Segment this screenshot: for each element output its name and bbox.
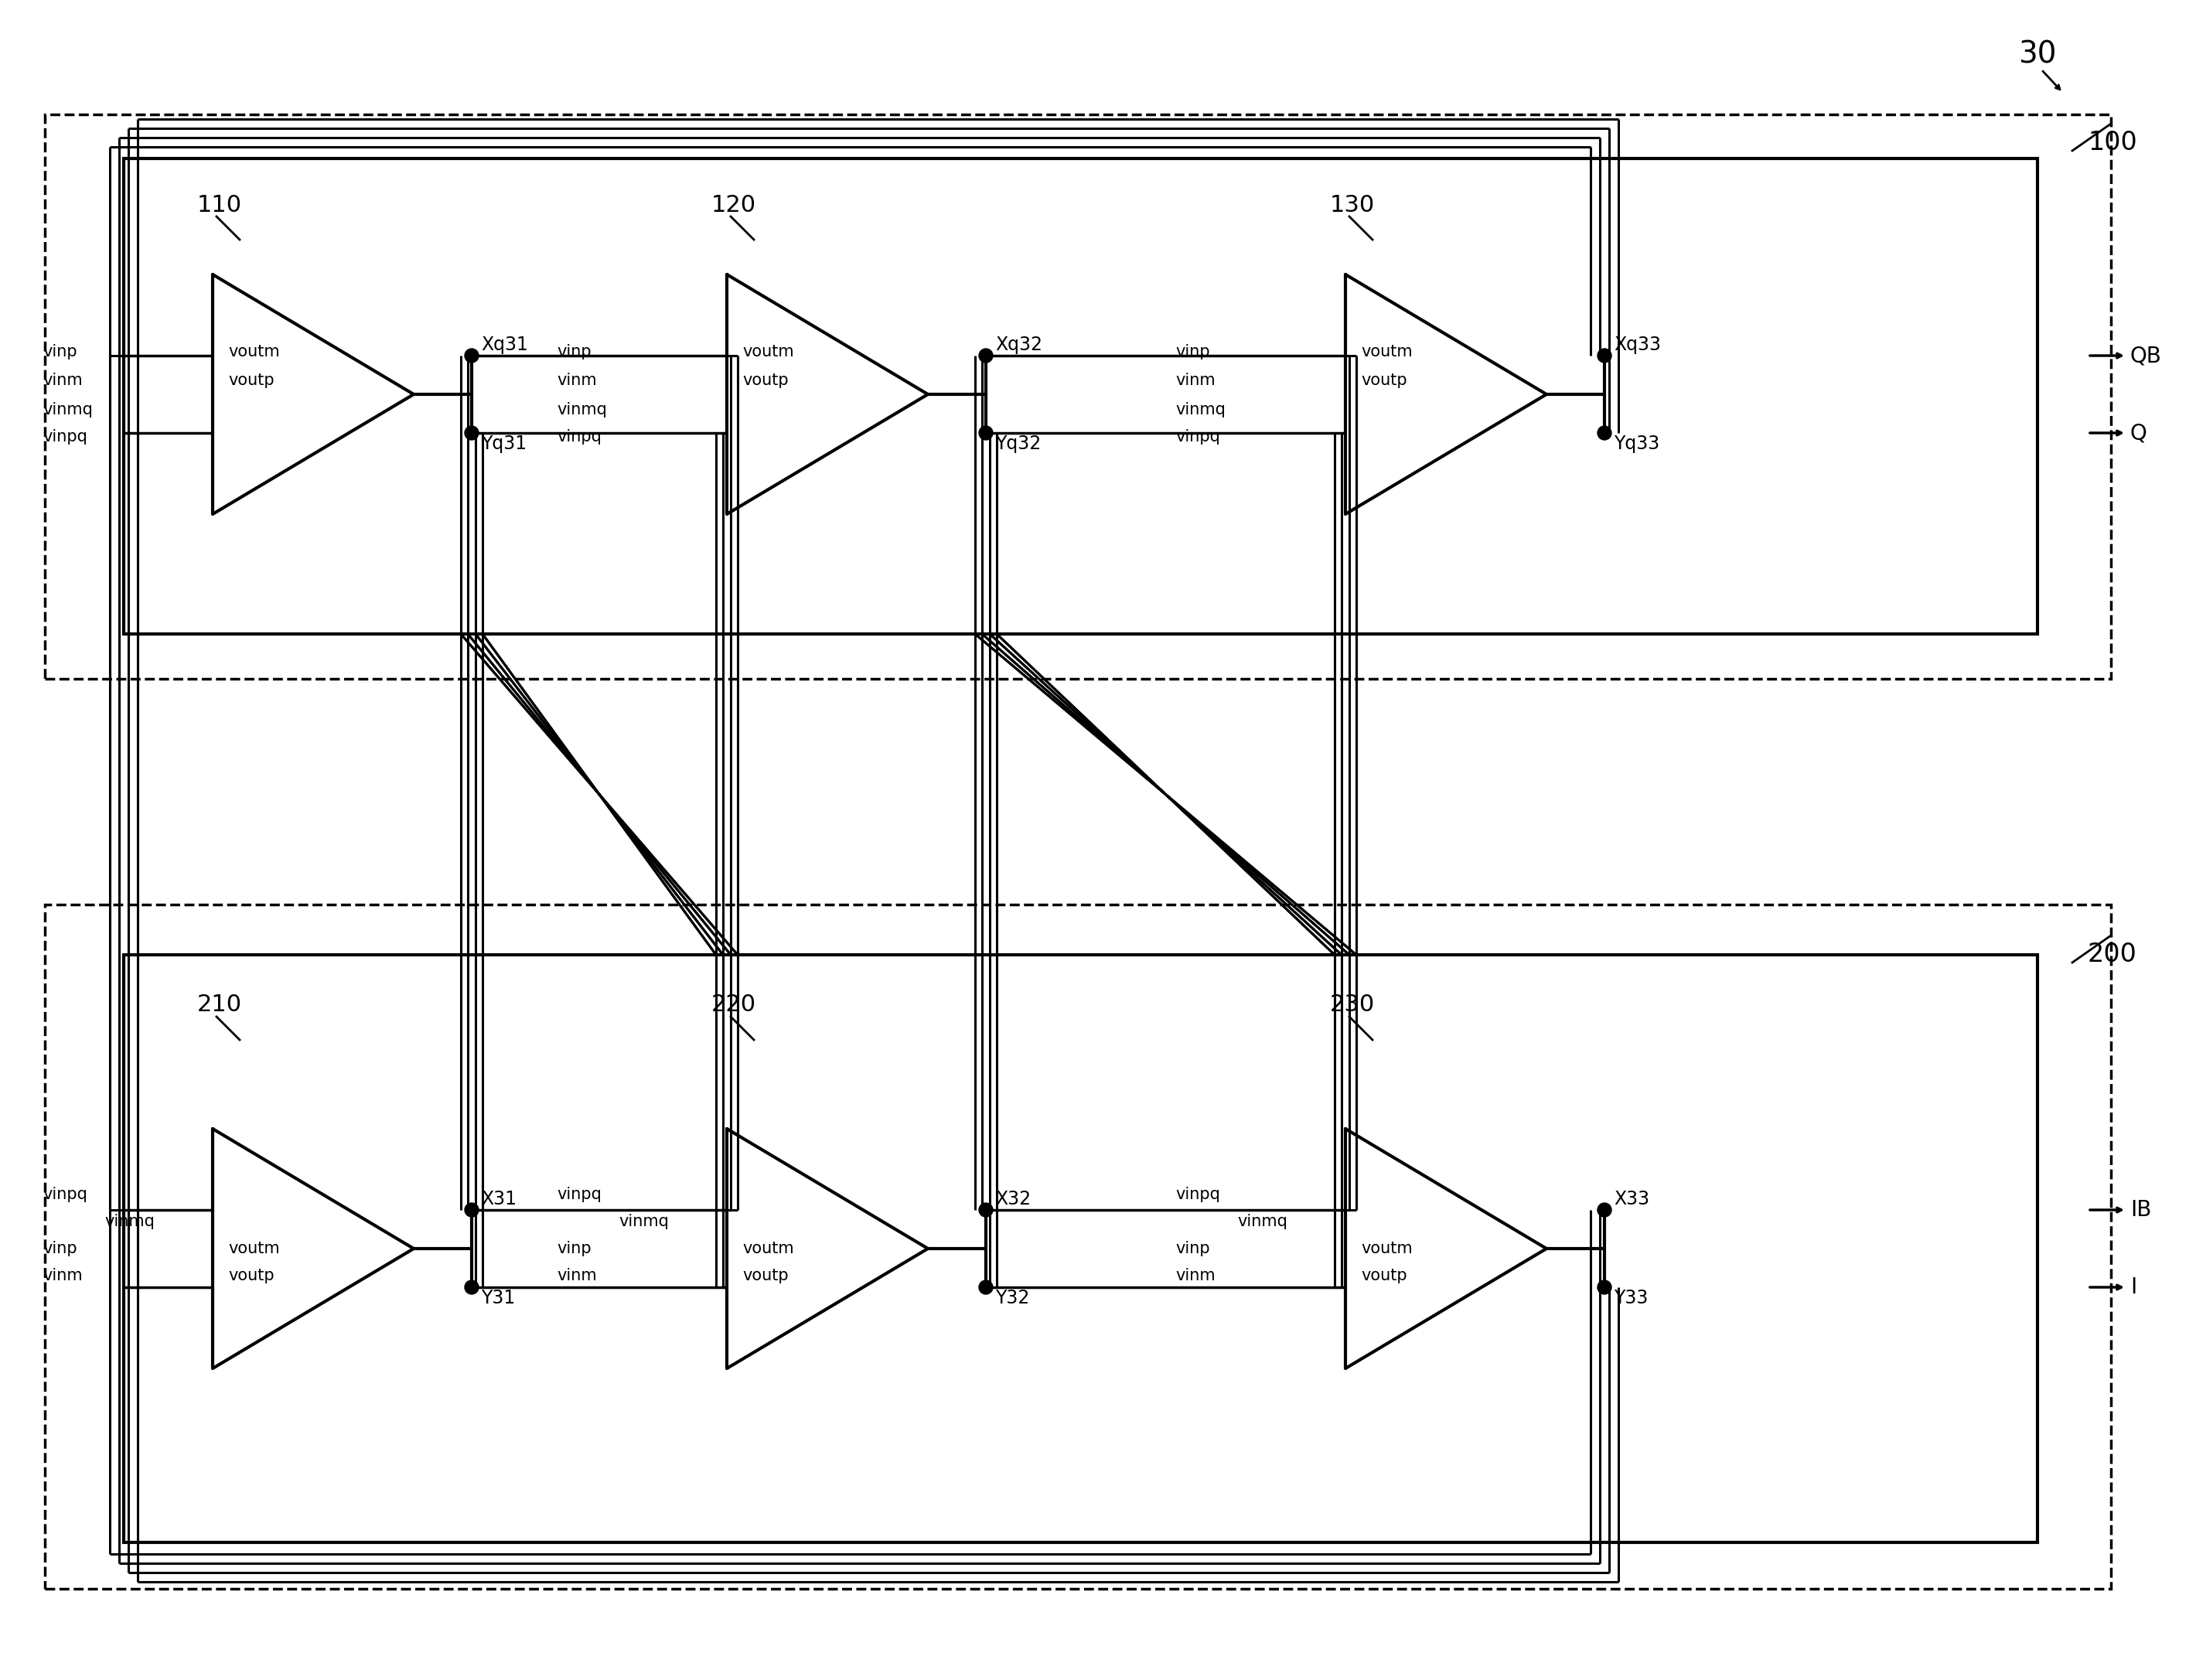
Text: 200: 200 [2088,942,2137,968]
Text: vinpq: vinpq [42,1186,88,1203]
Text: vinp: vinp [1175,1242,1210,1257]
Text: X32: X32 [995,1189,1030,1208]
Text: 210: 210 [198,995,242,1016]
Bar [123,954,2038,1542]
Text: Xq32: Xq32 [995,336,1043,354]
Circle shape [1596,1203,1612,1216]
Bar [123,158,2038,633]
Text: Yq33: Yq33 [1614,435,1660,454]
Circle shape [466,349,479,363]
Text: voutp: voutp [742,1268,788,1284]
Text: Y32: Y32 [995,1289,1030,1307]
Text: 230: 230 [1331,995,1375,1016]
Text: voutm: voutm [742,344,793,360]
Text: 220: 220 [712,995,755,1016]
Text: voutp: voutp [1362,373,1408,388]
Text: Yq31: Yq31 [481,435,527,454]
Text: Y31: Y31 [481,1289,516,1307]
Text: vinpq: vinpq [42,428,88,445]
Text: IB: IB [2130,1200,2152,1221]
Text: voutp: voutp [1362,1268,1408,1284]
Text: voutm: voutm [1362,344,1412,360]
Text: QB: QB [2130,344,2161,366]
Text: vinp: vinp [42,1242,77,1257]
Circle shape [979,427,993,440]
Circle shape [1596,1280,1612,1294]
Text: 110: 110 [198,193,242,217]
Text: 100: 100 [2088,131,2137,156]
Text: vinmq: vinmq [1175,402,1225,418]
Circle shape [979,1203,993,1216]
Text: voutp: voutp [228,373,274,388]
Text: Yq32: Yq32 [995,435,1041,454]
Text: voutm: voutm [1362,1242,1412,1257]
Text: vinmq: vinmq [105,1215,154,1230]
Text: voutp: voutp [228,1268,274,1284]
Text: vinmq: vinmq [619,1215,670,1230]
Text: vinp: vinp [558,1242,591,1257]
Text: vinp: vinp [558,344,591,360]
Text: X33: X33 [1614,1189,1649,1208]
Text: Y33: Y33 [1614,1289,1647,1307]
Text: X31: X31 [481,1189,516,1208]
Text: voutm: voutm [742,1242,793,1257]
Text: vinm: vinm [1175,1268,1214,1284]
Text: vinp: vinp [1175,344,1210,360]
Text: voutm: voutm [228,1242,279,1257]
Text: vinm: vinm [558,373,597,388]
Text: 30: 30 [2018,39,2055,69]
Text: voutp: voutp [742,373,788,388]
Circle shape [466,427,479,440]
Circle shape [979,1280,993,1294]
Text: Xq31: Xq31 [481,336,527,354]
Text: vinpq: vinpq [558,1186,602,1203]
Circle shape [466,1280,479,1294]
Text: vinm: vinm [42,373,83,388]
Text: vinm: vinm [42,1268,83,1284]
Text: vinmq: vinmq [1236,1215,1287,1230]
Text: vinmq: vinmq [558,402,606,418]
Text: vinpq: vinpq [1175,1186,1221,1203]
Circle shape [1596,349,1612,363]
Text: Q: Q [2130,422,2148,444]
Text: vinpq: vinpq [558,428,602,445]
Text: 120: 120 [712,193,755,217]
Text: vinm: vinm [558,1268,597,1284]
Circle shape [466,1203,479,1216]
Circle shape [1596,427,1612,440]
Bar [44,114,2110,679]
Text: vinp: vinp [42,344,77,360]
Text: 130: 130 [1331,193,1375,217]
Text: Xq33: Xq33 [1614,336,1660,354]
Text: vinpq: vinpq [1175,428,1221,445]
Bar [44,904,2110,1589]
Text: voutm: voutm [228,344,279,360]
Text: vinm: vinm [1175,373,1214,388]
Text: vinmq: vinmq [42,402,92,418]
Circle shape [979,349,993,363]
Text: I: I [2130,1277,2137,1299]
